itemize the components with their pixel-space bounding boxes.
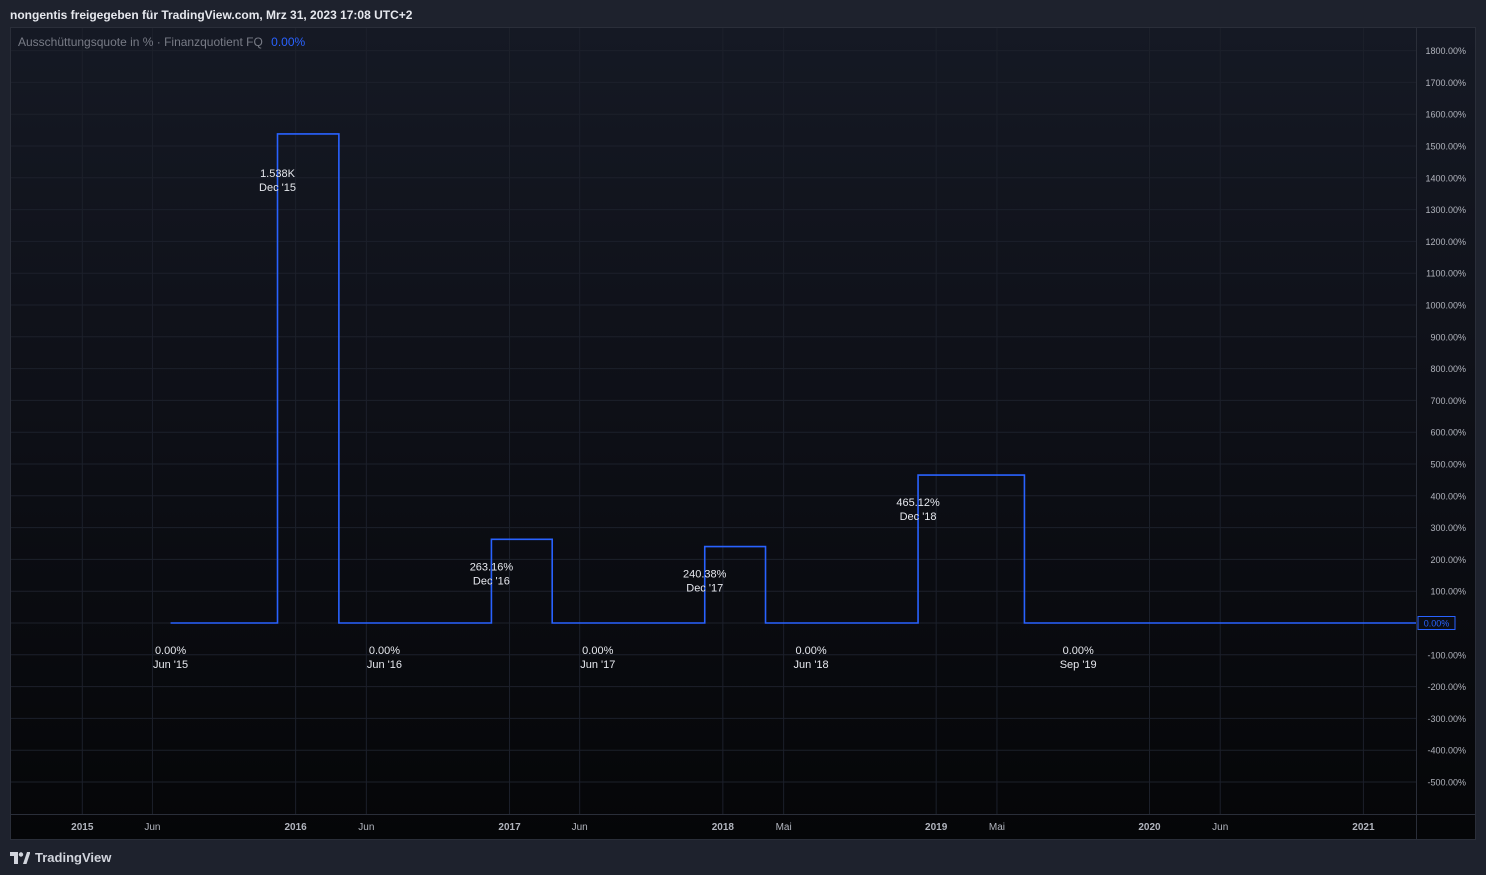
y-tick-label: 800.00% xyxy=(1430,364,1466,374)
y-tick-label: 1500.00% xyxy=(1425,142,1466,152)
data-label-date: Dec '18 xyxy=(900,511,937,523)
y-tick-label: 600.00% xyxy=(1430,428,1466,438)
bottom-bar xyxy=(0,840,1486,875)
data-label: 263.16% Dec '16 xyxy=(470,561,514,587)
data-label-value: 0.00% xyxy=(155,645,186,657)
y-tick-label: 1100.00% xyxy=(1426,269,1466,279)
x-tick-label: Jun xyxy=(1212,822,1228,833)
indicator-legend[interactable]: Ausschüttungsquote in % · Finanzquotient… xyxy=(18,35,305,49)
data-label-date: Jun '17 xyxy=(580,659,615,671)
data-label: 0.00% Jun '15 xyxy=(153,645,188,671)
y-tick-label: 700.00% xyxy=(1430,396,1466,406)
x-tick-label: Jun xyxy=(358,822,374,833)
x-tick-label: 2015 xyxy=(71,822,94,833)
y-tick-label: 200.00% xyxy=(1430,555,1466,565)
data-label-value: 240.38% xyxy=(683,569,727,581)
data-label-date: Dec '15 xyxy=(259,182,296,194)
x-tick-label: 2020 xyxy=(1138,822,1161,833)
indicator-name: Ausschüttungsquote in % · Finanzquotient… xyxy=(18,35,263,49)
data-label-date: Jun '18 xyxy=(794,659,829,671)
top-bar: nongentis freigegeben für TradingView.co… xyxy=(0,0,1486,27)
indicator-value: 0.00% xyxy=(271,35,306,49)
data-label-value: 0.00% xyxy=(369,645,400,657)
y-tick-label: -100.00% xyxy=(1427,650,1466,660)
y-tick-label: 500.00% xyxy=(1430,460,1466,470)
x-tick-label: 2016 xyxy=(284,822,307,833)
y-tick-label: 1300.00% xyxy=(1425,205,1466,215)
y-tick-label: -300.00% xyxy=(1427,714,1466,724)
share-caption: nongentis freigegeben für TradingView.co… xyxy=(10,8,413,22)
data-label-value: 465.12% xyxy=(896,497,940,509)
y-tick-label: -500.00% xyxy=(1427,778,1466,788)
data-label-date: Jun '16 xyxy=(367,659,402,671)
y-tick-label: 1200.00% xyxy=(1425,237,1466,247)
data-label-value: 0.00% xyxy=(582,645,613,657)
y-tick-label: 100.00% xyxy=(1430,587,1466,597)
y-tick-label: -200.00% xyxy=(1427,682,1466,692)
data-label: 0.00% Jun '18 xyxy=(794,645,829,671)
y-tick-label: 1000.00% xyxy=(1425,301,1466,311)
last-value-label: 0.00% xyxy=(1424,619,1450,629)
y-tick-label: 1800.00% xyxy=(1425,46,1466,56)
tradingview-logo-icon xyxy=(10,851,30,864)
data-label-date: Sep '19 xyxy=(1060,659,1097,671)
x-tick-label: Mai xyxy=(989,822,1005,833)
data-label-value: 0.00% xyxy=(796,645,827,657)
chart-pane[interactable] xyxy=(10,27,1476,840)
y-tick-label: 900.00% xyxy=(1430,332,1466,342)
data-label: 240.38% Dec '17 xyxy=(683,569,727,595)
y-tick-label: 1400.00% xyxy=(1425,173,1466,183)
y-tick-label: 1600.00% xyxy=(1425,110,1466,120)
y-tick-label: 300.00% xyxy=(1430,523,1466,533)
brand-name: TradingView xyxy=(35,850,112,865)
data-label: 465.12% Dec '18 xyxy=(896,497,940,523)
data-label: 1.538K Dec '15 xyxy=(259,168,296,194)
x-tick-label: 2021 xyxy=(1352,822,1375,833)
data-label: 0.00% Jun '16 xyxy=(367,645,402,671)
y-tick-label: -400.00% xyxy=(1427,746,1466,756)
x-tick-label: Mai xyxy=(776,822,792,833)
data-label: 0.00% Jun '17 xyxy=(580,645,615,671)
data-label-date: Jun '15 xyxy=(153,659,188,671)
data-label-date: Dec '16 xyxy=(473,575,510,587)
x-tick-label: 2017 xyxy=(498,822,521,833)
x-tick-label: 2018 xyxy=(712,822,735,833)
data-label-value: 0.00% xyxy=(1063,645,1094,657)
data-label-value: 263.16% xyxy=(470,561,514,573)
data-label-date: Dec '17 xyxy=(686,583,723,595)
y-tick-label: 400.00% xyxy=(1430,491,1466,501)
last-value-badge xyxy=(1417,616,1456,630)
y-tick-label: 1700.00% xyxy=(1425,78,1466,88)
data-label: 0.00% Sep '19 xyxy=(1060,645,1097,671)
series-step-line xyxy=(170,133,1416,624)
brand[interactable]: TradingView xyxy=(10,850,111,865)
data-label-value: 1.538K xyxy=(260,168,296,180)
x-tick-label: 2019 xyxy=(925,822,948,833)
x-tick-label: Jun xyxy=(572,822,588,833)
x-tick-label: Jun xyxy=(144,822,160,833)
